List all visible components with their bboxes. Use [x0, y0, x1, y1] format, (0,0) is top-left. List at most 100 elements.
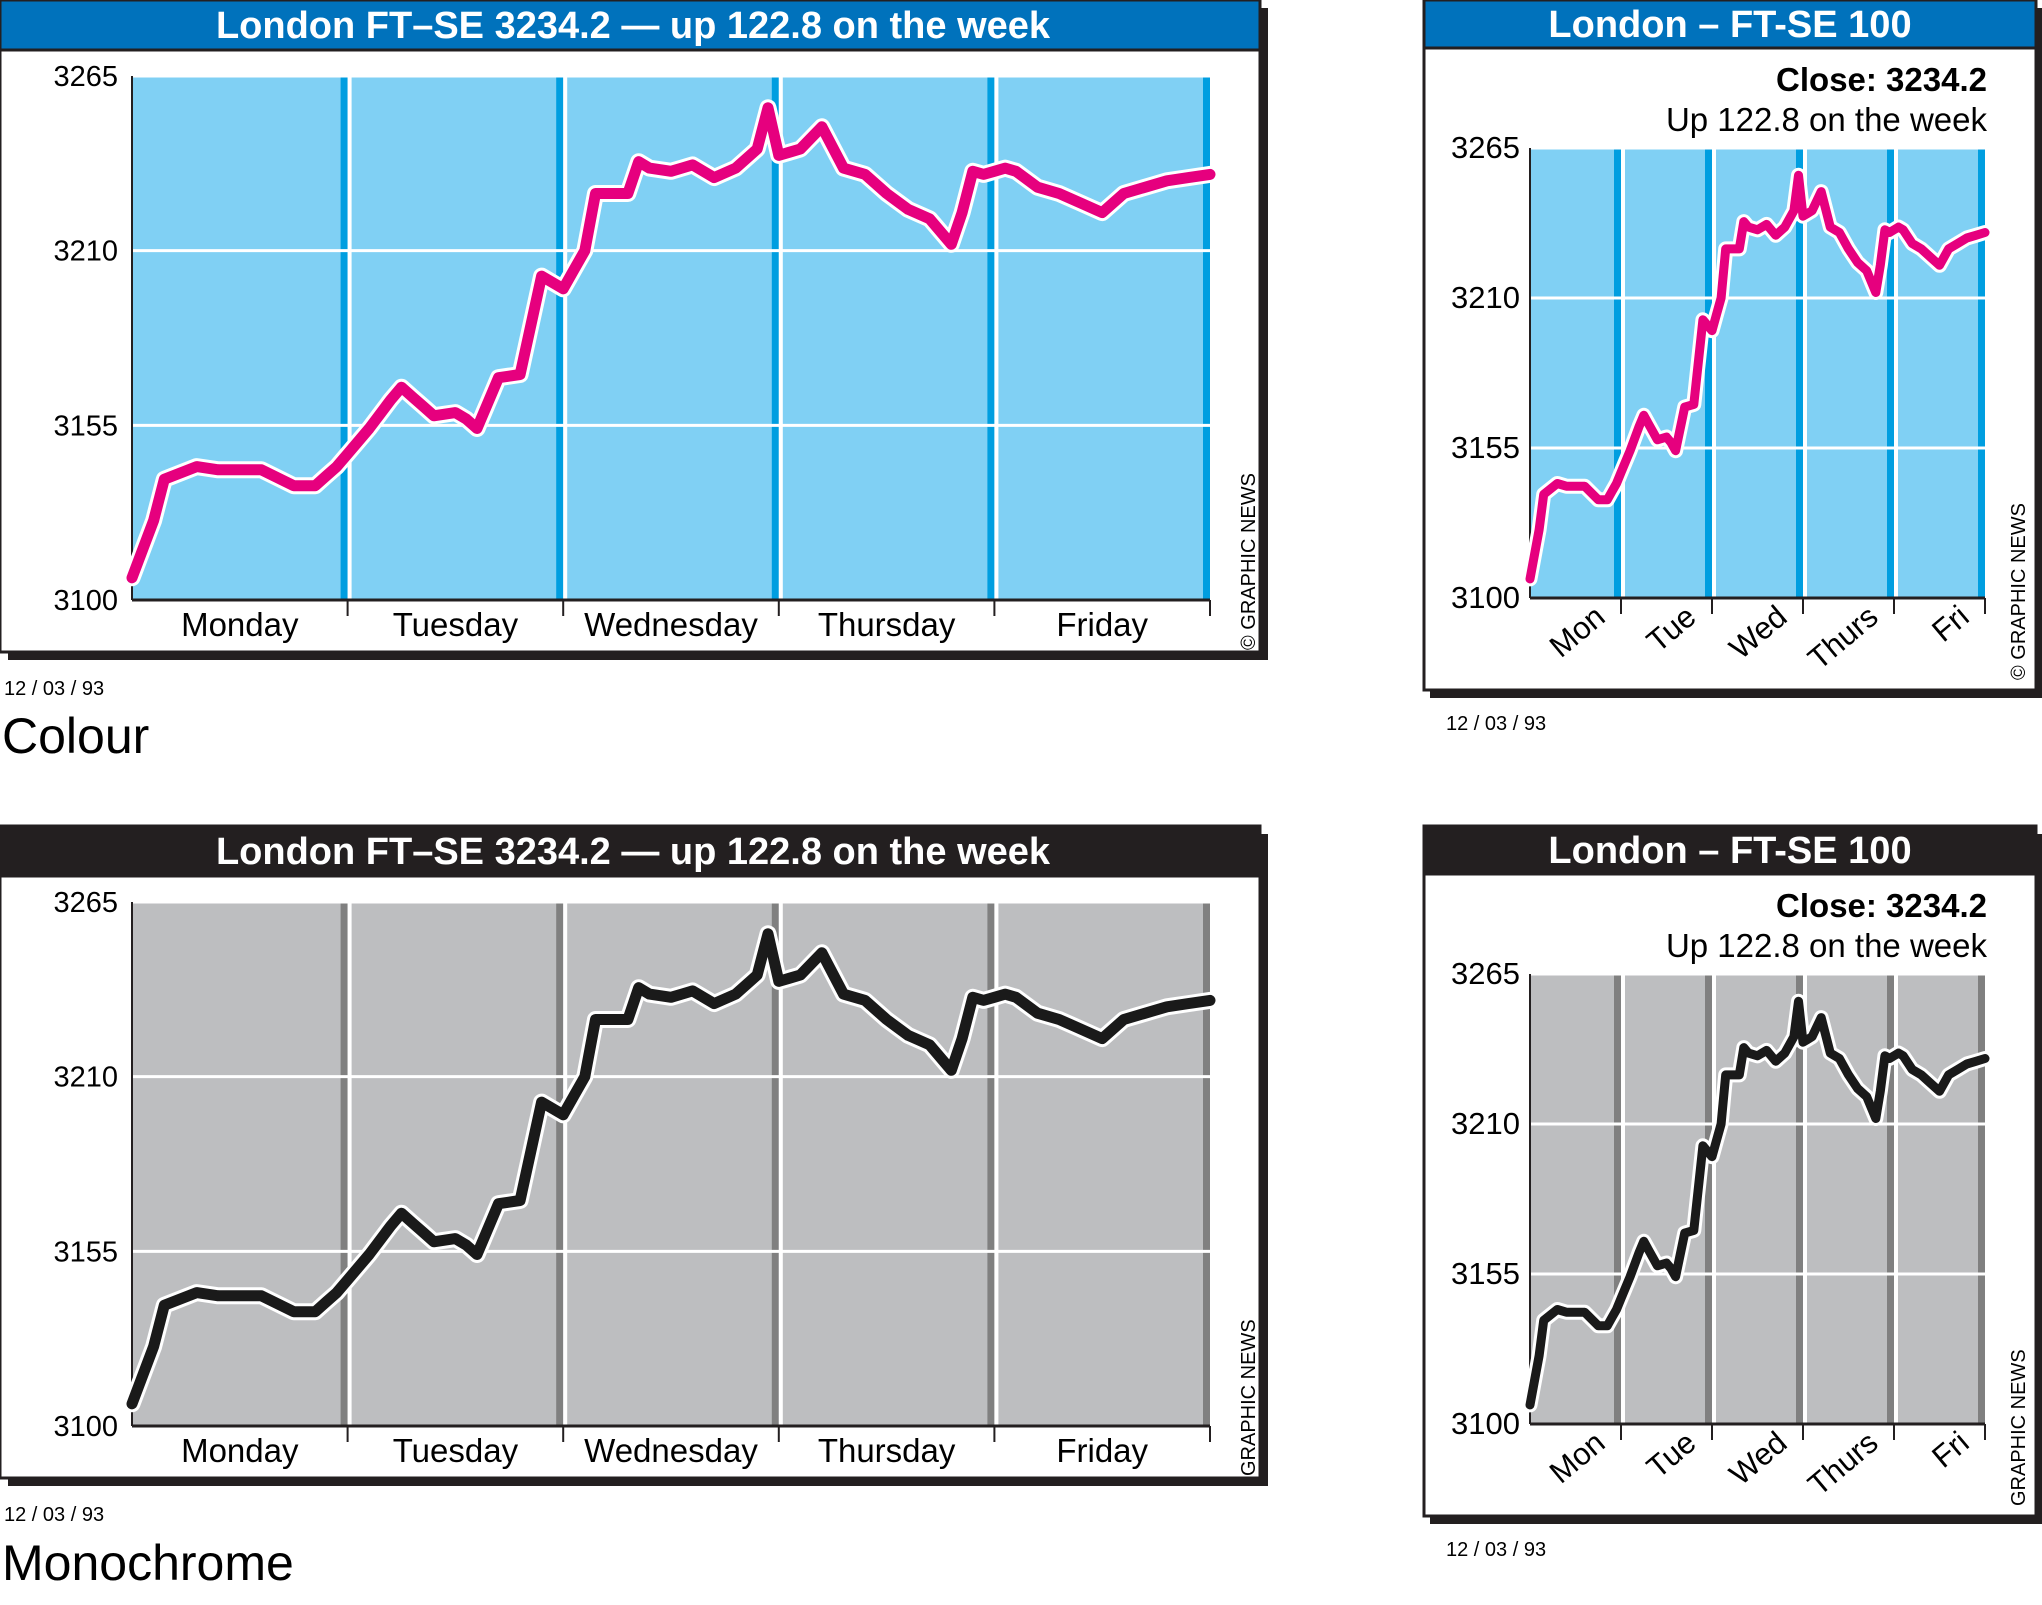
day-gap	[994, 902, 999, 1426]
day-dividers	[340, 76, 1214, 600]
day-divider	[1796, 974, 1803, 1424]
day-divider	[1887, 974, 1894, 1424]
colour-narrow-chart: London – FT-SE 100 Close: 3234.2 Up 122.…	[1422, 0, 2042, 735]
day-gap	[1985, 974, 1989, 1424]
y-tick-label: 3100	[53, 1411, 118, 1443]
y-tick-label: 3265	[1451, 956, 1520, 991]
gridlines	[1530, 146, 1985, 450]
x-tick-label: Tuesday	[393, 606, 519, 643]
gridlines	[1530, 972, 1985, 1276]
index-line	[126, 928, 1216, 1410]
day-dividers	[1614, 148, 1989, 598]
y-tick-label: 3100	[53, 585, 118, 617]
chart-title: London – FT-SE 100	[1548, 830, 1911, 872]
credit-text: © GRAPHIC NEWS	[1238, 473, 1260, 650]
day-gap	[347, 902, 352, 1426]
x-axis-labels: Monday Tuesday Wednesday Thursday Friday	[181, 606, 1148, 643]
y-tick-label: 3265	[53, 887, 118, 919]
day-divider	[1796, 148, 1803, 598]
day-gap	[347, 76, 352, 600]
day-divider	[340, 902, 348, 1426]
colour-wide-chart: London FT–SE 3234.2 — up 122.8 on the we…	[0, 0, 1268, 764]
day-divider	[1978, 974, 1985, 1424]
chart-title: London FT–SE 3234.2 — up 122.8 on the we…	[216, 5, 1051, 47]
credit-text: © GRAPHIC NEWS	[2008, 503, 2030, 680]
y-tick-label: 3265	[1451, 130, 1520, 165]
day-divider	[1978, 148, 1985, 598]
date-text: 12 / 03 / 93	[4, 678, 104, 700]
x-axis-labels: Monday Tuesday Wednesday Thursday Friday	[181, 1432, 1148, 1469]
day-divider	[1203, 902, 1210, 1426]
y-tick-label: 3100	[1451, 1406, 1520, 1441]
date-text: 12 / 03 / 93	[1446, 713, 1546, 735]
day-divider	[1614, 974, 1621, 1424]
x-tick-label: Wednesday	[584, 1432, 758, 1469]
date-text: 12 / 03 / 93	[1446, 1539, 1546, 1561]
day-gap	[778, 902, 783, 1426]
gridlines	[132, 74, 1210, 427]
day-gap	[563, 902, 568, 1426]
day-divider	[1705, 148, 1712, 598]
day-gap	[1621, 974, 1625, 1424]
day-gap	[1621, 148, 1625, 598]
credit-text: GRAPHIC NEWS	[2008, 1349, 2030, 1506]
y-tick-label: 3155	[1451, 430, 1520, 465]
day-divider	[1203, 76, 1210, 600]
x-tick-label: Monday	[181, 1432, 299, 1469]
x-tick-label: Monday	[181, 606, 299, 643]
x-axis	[131, 76, 1211, 616]
y-tick-label: 3210	[53, 1062, 118, 1094]
y-axis-labels: 3100 3155 3210 3265	[53, 61, 118, 617]
day-divider	[556, 902, 564, 1426]
day-gap	[994, 76, 999, 600]
day-gap	[1712, 974, 1716, 1424]
chart-title: London FT–SE 3234.2 — up 122.8 on the we…	[216, 831, 1051, 873]
x-tick-label: Tuesday	[393, 1432, 519, 1469]
day-gap	[1803, 974, 1807, 1424]
day-dividers	[340, 902, 1214, 1426]
title-bar	[0, 824, 1262, 878]
weekly-change-label: Up 122.8 on the week	[1666, 927, 1988, 964]
y-axis-labels: 3100 3155 3210 3265	[53, 887, 118, 1443]
monochrome-wide-chart: London FT–SE 3234.2 — up 122.8 on the we…	[0, 824, 1268, 1591]
y-tick-label: 3210	[53, 236, 118, 268]
title-bar	[0, 0, 1262, 52]
y-axis-labels: 3100 3155 3210 3265	[1451, 130, 1520, 615]
index-line	[1525, 996, 1990, 1410]
day-divider	[987, 902, 995, 1426]
x-axis	[131, 902, 1211, 1442]
day-divider	[771, 76, 779, 600]
day-gap	[1712, 148, 1716, 598]
y-tick-label: 3155	[53, 410, 118, 442]
close-label: Close: 3234.2	[1776, 887, 1987, 924]
day-gap	[1210, 902, 1214, 1426]
day-dividers	[1614, 974, 1989, 1424]
title-bar	[1422, 0, 2038, 50]
y-tick-label: 3210	[1451, 1106, 1520, 1141]
day-divider	[556, 76, 564, 600]
day-divider	[987, 76, 995, 600]
plot-area	[132, 902, 1210, 1426]
day-divider	[1887, 148, 1894, 598]
caption-monochrome: Monochrome	[2, 1535, 294, 1591]
index-line	[1525, 170, 1990, 584]
plot-area	[1530, 974, 1985, 1424]
day-gap	[1803, 148, 1807, 598]
close-label: Close: 3234.2	[1776, 61, 1987, 98]
day-gap	[1210, 76, 1214, 600]
y-axis-labels: 3100 3155 3210 3265	[1451, 956, 1520, 1441]
day-gap	[1894, 148, 1898, 598]
chart-title: London – FT-SE 100	[1548, 4, 1911, 46]
y-tick-label: 3155	[1451, 1256, 1520, 1291]
gridlines	[132, 900, 1210, 1253]
date-text: 12 / 03 / 93	[4, 1504, 104, 1526]
y-tick-label: 3265	[53, 61, 118, 93]
day-gap	[1894, 974, 1898, 1424]
x-tick-label: Friday	[1056, 606, 1148, 643]
x-axis	[1529, 974, 1986, 1440]
index-line	[126, 102, 1216, 584]
title-bar	[1422, 824, 2038, 876]
y-tick-label: 3155	[53, 1236, 118, 1268]
y-tick-label: 3210	[1451, 280, 1520, 315]
